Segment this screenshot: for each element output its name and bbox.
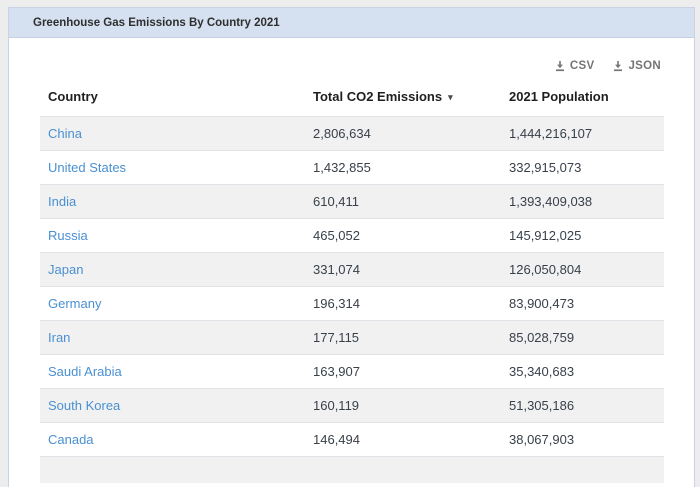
export-json-label: JSON [628,60,661,72]
population-cell: 1,393,409,038 [501,184,664,219]
country-link[interactable]: Canada [48,432,94,447]
column-header-country[interactable]: Country [48,89,98,104]
table-row: Japan 331,074 126,050,804 [40,252,664,287]
country-cell: Germany [40,286,305,321]
emissions-cell: 610,411 [305,184,501,219]
emissions-cell: 2,806,634 [305,116,501,151]
table-row: Saudi Arabia 163,907 35,340,683 [40,354,664,389]
country-cell: United States [40,150,305,185]
download-icon [554,60,566,72]
emissions-cell: 163,907 [305,354,501,389]
sort-descending-icon: ▾ [448,92,453,102]
table-row-partial [40,456,664,483]
export-csv-label: CSV [569,60,595,72]
download-icon [612,60,624,72]
emissions-cell: 331,074 [305,252,501,287]
country-cell: South Korea [40,388,305,423]
country-link[interactable]: China [48,126,82,141]
table-row: Russia 465,052 145,912,025 [40,218,664,253]
table-row: South Korea 160,119 51,305,186 [40,388,664,423]
table-row: Germany 196,314 83,900,473 [40,286,664,321]
population-cell: 85,028,759 [501,320,664,355]
population-cell: 332,915,073 [501,150,664,185]
country-cell: Iran [40,320,305,355]
country-cell: Japan [40,252,305,287]
emissions-cell: 1,432,855 [305,150,501,185]
population-cell: 126,050,804 [501,252,664,287]
population-cell: 38,067,903 [501,422,664,457]
emissions-cell: 177,115 [305,320,501,355]
country-cell: China [40,116,305,151]
export-csv-button[interactable]: CSV [554,60,595,72]
country-link[interactable]: Germany [48,296,102,311]
country-cell: India [40,184,305,219]
emissions-cell: 160,119 [305,388,501,423]
country-link[interactable]: Saudi Arabia [48,364,122,379]
population-cell: 51,305,186 [501,388,664,423]
emissions-table: Country Total CO2 Emissions ▾ 2021 Popula… [40,83,664,483]
country-link[interactable]: Russia [48,228,88,243]
emissions-cell: 196,314 [305,286,501,321]
table-body: China 2,806,634 1,444,216,107 United States… [40,116,664,483]
emissions-panel: Greenhouse Gas Emissions By Country 2021… [8,7,695,487]
country-link[interactable]: United States [48,160,127,175]
column-header-population[interactable]: 2021 Population [509,89,609,104]
table-row: India 610,411 1,393,409,038 [40,184,664,219]
table-row: Canada 146,494 38,067,903 [40,422,664,457]
country-link[interactable]: Japan [48,262,84,277]
column-header-emissions[interactable]: Total CO2 Emissions ▾ [313,89,453,104]
panel-title: Greenhouse Gas Emissions By Country 2021 [33,16,280,29]
population-cell: 83,900,473 [501,286,664,321]
country-link[interactable]: Iran [48,330,71,345]
country-cell: Canada [40,422,305,457]
export-json-button[interactable]: JSON [612,60,661,72]
country-link[interactable]: India [48,194,77,209]
table-row: United States 1,432,855 332,915,073 [40,150,664,185]
panel-body: CSV JSON Count [9,38,694,483]
population-cell: 145,912,025 [501,218,664,253]
country-link[interactable]: South Korea [48,398,121,413]
table-header-row: Country Total CO2 Emissions ▾ 2021 Popula… [40,83,664,117]
population-cell: 35,340,683 [501,354,664,389]
country-cell: Russia [40,218,305,253]
export-toolbar: CSV JSON [40,58,662,74]
panel-header: Greenhouse Gas Emissions By Country 2021 [9,8,694,38]
table-row: Iran 177,115 85,028,759 [40,320,664,355]
country-cell: Saudi Arabia [40,354,305,389]
table-row: China 2,806,634 1,444,216,107 [40,116,664,151]
emissions-cell: 465,052 [305,218,501,253]
population-cell: 1,444,216,107 [501,116,664,151]
emissions-cell: 146,494 [305,422,501,457]
